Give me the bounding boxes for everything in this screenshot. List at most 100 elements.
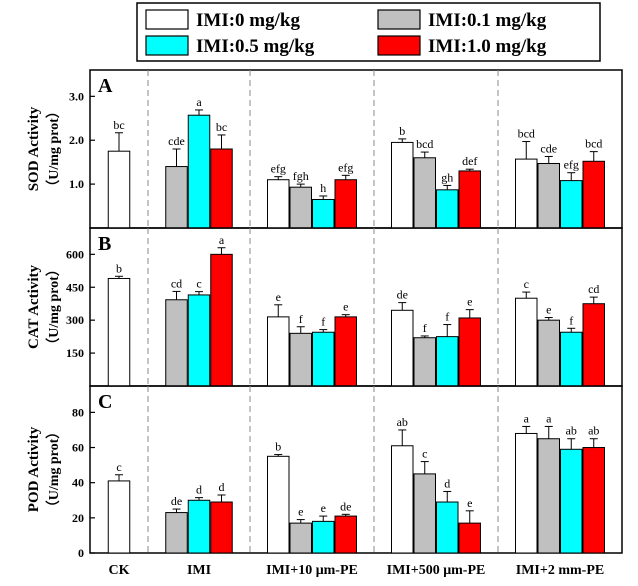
significance-letter: f [569, 313, 573, 327]
legend-entry-2: IMI:0.5 mg/kg [145, 35, 315, 57]
y-axis-label-B: CAT Activity （U/mg prot） [26, 262, 62, 352]
significance-letter: cde [540, 141, 557, 155]
x-category-label: CK [109, 563, 130, 578]
y-axis-label-line2: （U/mg prot） [46, 262, 62, 352]
bar [391, 141, 414, 229]
bar [413, 337, 436, 387]
significance-letter: cd [171, 276, 182, 290]
y-axis-label-line1: CAT Activity [26, 264, 42, 349]
bar [560, 448, 583, 554]
significance-letter: e [546, 303, 551, 317]
bar [334, 316, 357, 387]
significance-letter: c [196, 277, 201, 291]
significance-letter: bcd [585, 137, 602, 151]
bar [515, 158, 538, 229]
y-tick-label: 450 [66, 280, 84, 294]
significance-letter: e [321, 501, 326, 515]
bar [582, 160, 605, 229]
y-axis-label-C: POD Activity （U/mg prot） [26, 425, 62, 515]
significance-letter: f [321, 315, 325, 329]
significance-letter: def [462, 154, 477, 168]
significance-letter: ab [588, 424, 599, 438]
significance-letter: f [445, 310, 449, 324]
y-tick-label: 80 [72, 405, 84, 419]
y-tick-label: 3.0 [69, 89, 84, 103]
significance-letter: de [340, 499, 351, 513]
y-tick-label: 60 [72, 441, 84, 455]
legend: IMI:0 mg/kg IMI:0.1 mg/kg IMI:0.5 mg/kg … [136, 2, 601, 62]
significance-letter: bc [216, 120, 227, 134]
bar [334, 179, 357, 229]
legend-entry-1: IMI:0.1 mg/kg [377, 9, 547, 31]
legend-label-0: IMI:0 mg/kg [196, 10, 300, 31]
bar [165, 299, 188, 387]
bar [312, 331, 335, 387]
y-axis-label-line1: POD Activity [26, 426, 42, 512]
significance-letter: f [299, 312, 303, 326]
y-tick-label: 1.0 [69, 177, 84, 191]
significance-letter: bcd [518, 127, 535, 141]
significance-letter: efg [338, 160, 353, 174]
bar [515, 297, 538, 387]
bar [458, 170, 481, 229]
bar [458, 317, 481, 387]
bar [413, 473, 436, 554]
significance-letter: b [275, 440, 281, 454]
significance-letter: e [276, 290, 281, 304]
bar [165, 512, 188, 554]
y-tick-label: 2.0 [69, 133, 84, 147]
significance-letter: bcd [416, 137, 433, 151]
panel-letter-B: B [98, 233, 111, 255]
significance-letter: e [467, 496, 472, 510]
bar [267, 316, 290, 387]
bar [289, 522, 312, 554]
significance-letter: a [196, 95, 202, 109]
bar [537, 438, 560, 554]
panel-letter-C: C [98, 391, 112, 413]
y-tick-label: 150 [66, 346, 84, 360]
bar [187, 499, 211, 554]
bar [267, 179, 290, 229]
significance-letter: c [116, 460, 121, 474]
legend-frame [136, 2, 601, 62]
x-category-label: IMI+500 μm-PE [387, 563, 486, 578]
bar [107, 277, 131, 387]
significance-letter: e [298, 505, 303, 519]
significance-letter: de [397, 288, 408, 302]
bar [413, 157, 436, 229]
bar [560, 331, 583, 387]
significance-letter: d [219, 480, 225, 494]
significance-letter: e [467, 295, 472, 309]
bar [537, 319, 560, 387]
bar [289, 186, 312, 229]
y-axis-label-line2: （U/mg prot） [46, 425, 62, 515]
significance-letter: a [546, 411, 552, 425]
significance-letter: ab [566, 424, 577, 438]
bar [436, 189, 459, 229]
y-axis-label-line1: SOD Activity [26, 106, 42, 191]
bar [210, 501, 233, 554]
legend-label-3: IMI:1.0 mg/kg [428, 36, 547, 57]
significance-letter: a [219, 233, 225, 247]
x-category-label: IMI+2 mm-PE [516, 563, 604, 578]
legend-entry-0: IMI:0 mg/kg [145, 9, 300, 31]
bar [537, 162, 560, 229]
bar [582, 447, 605, 554]
bar [165, 166, 188, 229]
significance-letter: f [423, 321, 427, 335]
bar [436, 501, 459, 554]
significance-letter: h [320, 181, 326, 195]
bar [582, 303, 605, 387]
legend-swatch-0 [145, 9, 189, 30]
bar [107, 480, 131, 554]
legend-entry-3: IMI:1.0 mg/kg [377, 35, 547, 57]
bar [312, 520, 335, 554]
significance-letter: efg [271, 162, 286, 176]
legend-swatch-1 [377, 9, 421, 30]
bar [560, 180, 583, 229]
x-category-label: IMI [187, 563, 211, 578]
